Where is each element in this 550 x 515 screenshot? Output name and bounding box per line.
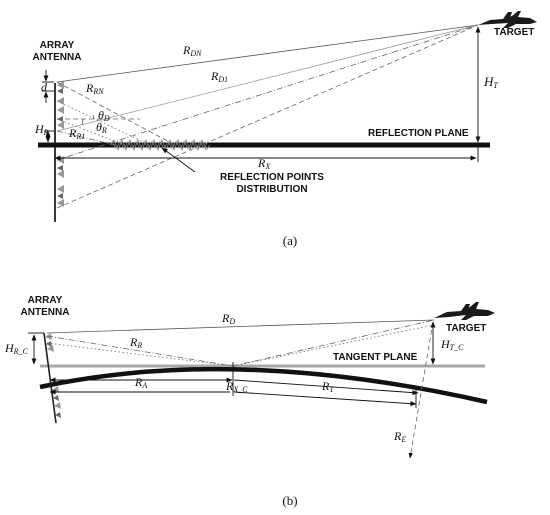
array-antenna-b [43,332,61,424]
symbol-re: RE [393,429,406,444]
array-label-b-line2: ANTENNA [21,307,70,318]
symbol-rt: RT [321,379,334,394]
symbol-rd1: RD1 [210,69,228,84]
reflected-path-rr1 [56,130,116,146]
reflected-path-rr [46,335,234,367]
target-label-a: TARGET [494,27,534,38]
symbol-rr: RR [129,335,142,350]
reflection-points-zigzag [109,138,211,152]
jet-icon-b [434,302,495,320]
direct-path-rd1 [56,24,479,132]
symbol-rdn: RDN [182,43,202,58]
direct-path-rd [46,319,435,334]
symbol-theta-r: θR [96,120,107,135]
reflection-plane-label: REFLECTION PLANE [368,128,469,139]
array-label-line2: ANTENNA [33,52,82,63]
array-label-b-line1: ARRAY [28,295,63,306]
symbol-rrn: RRN [85,81,104,96]
symbol-ht: HT [483,74,498,90]
symbol-rxc: RX_C [225,379,248,394]
array-label-line1: ARRAY [40,40,75,51]
reflection-points-label-line1: REFLECTION POINTS [220,172,324,183]
earth-surface-curve [39,366,488,405]
symbol-theta-d: θD [98,108,110,123]
symbol-rx: RX [257,156,271,171]
reflected-path-rrn [56,81,176,146]
symbol-htc: HT_C [440,337,464,352]
panel-a: ARRAY ANTENNA TARGET REFLECTION PLANE RE… [33,11,537,248]
symbol-hrc: HR_C [4,341,29,356]
direct-path-rdn [56,24,479,83]
tangent-plane-label: TANGENT PLANE [333,352,418,363]
panel-b: ARRAY ANTENNA TARGET TANGENT PLANE RD RR… [4,295,495,508]
jet-icon [478,11,537,28]
caption-b: (b) [282,493,297,508]
caption-a: (a) [283,233,297,248]
symbol-hr: HR [34,122,49,137]
symbol-ra: RA [134,375,147,390]
symbol-rr1: RR1 [68,126,85,141]
array-antenna-a [54,81,64,143]
reflection-points-label-line2: DISTRIBUTION [236,184,307,195]
symbol-d: d [41,80,48,94]
symbol-rd: RD [221,311,235,326]
target-label-b: TARGET [446,323,486,334]
